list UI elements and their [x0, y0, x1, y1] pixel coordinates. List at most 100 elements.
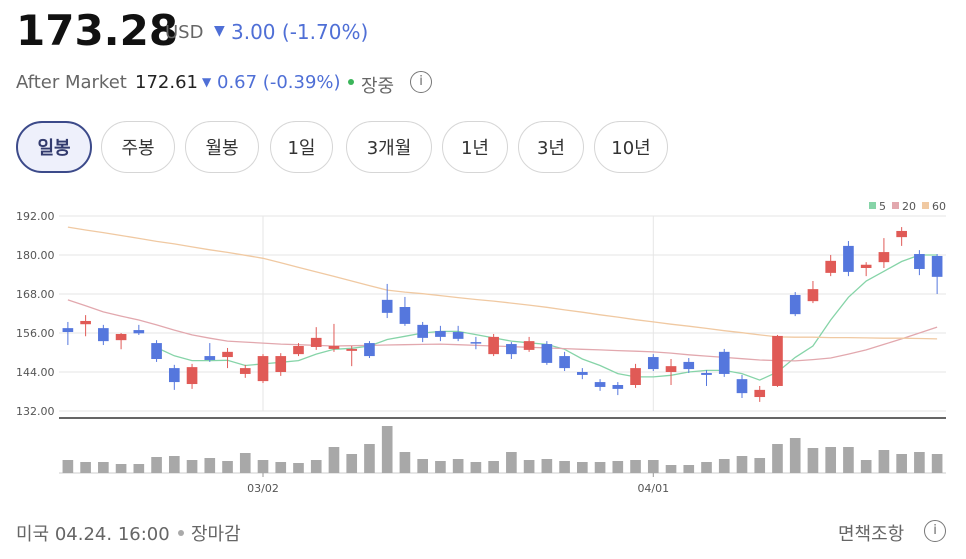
volume-bar: [630, 460, 641, 473]
legend-swatch: [869, 202, 876, 209]
volume-bar: [204, 458, 216, 473]
volume-bar: [470, 462, 482, 473]
volume-bar: [417, 459, 428, 473]
currency: USD: [165, 22, 204, 43]
candle-body: [222, 351, 233, 358]
candle-body: [452, 332, 464, 339]
candle-body: [860, 264, 872, 268]
candle-body: [293, 346, 304, 355]
candle-body: [772, 335, 783, 386]
volume-bar: [506, 452, 517, 473]
candle-body: [843, 245, 854, 272]
volume-bar: [151, 457, 162, 473]
after-market-change: 0.67 (-0.39%): [217, 72, 341, 93]
candle-body: [346, 348, 358, 351]
period-tab[interactable]: 10년: [594, 121, 668, 173]
volume-bar: [364, 444, 375, 473]
period-tab[interactable]: 3년: [518, 121, 584, 173]
volume-bar: [878, 450, 890, 473]
volume-bar: [754, 458, 766, 473]
volume-bar: [239, 453, 251, 473]
volume-bar: [133, 464, 145, 473]
volume-bar: [257, 460, 269, 473]
candle-body: [488, 336, 499, 355]
candle-body: [115, 333, 127, 341]
candle-body: [186, 367, 198, 385]
volume-bar: [523, 460, 535, 473]
disclaimer[interactable]: 면책조항: [838, 524, 905, 545]
volume-bar: [488, 461, 499, 473]
volume-bar: [612, 461, 624, 473]
ma-line: [67, 226, 938, 340]
volume-bar: [346, 454, 358, 473]
volume-bar: [683, 465, 695, 473]
legend-label: 20: [902, 200, 916, 213]
volume-bar: [577, 462, 588, 473]
volume-bar: [452, 459, 464, 473]
candle-body: [630, 368, 641, 385]
after-market-label: After Market: [16, 72, 127, 93]
candle-body: [364, 343, 375, 357]
candle-body: [754, 389, 766, 398]
volume-bar: [701, 462, 712, 473]
candle-body: [275, 356, 287, 372]
candle-body: [541, 344, 553, 363]
volume-bar: [275, 462, 287, 473]
candle-body: [257, 356, 269, 382]
candle-body: [825, 260, 837, 273]
volume-bar: [328, 447, 340, 473]
period-tab[interactable]: 1일: [270, 121, 333, 173]
session: 장중: [361, 76, 395, 97]
volume-bar: [186, 460, 198, 473]
volume-bar: [825, 447, 837, 473]
candle-body: [470, 342, 482, 344]
candle-body: [381, 299, 393, 313]
ma-line: [67, 299, 938, 362]
legend-label: 60: [932, 200, 946, 213]
period-tab[interactable]: 주봉: [101, 121, 175, 173]
price: 173.28: [16, 6, 179, 55]
period-tab[interactable]: 3개월: [346, 121, 432, 173]
volume-bar: [736, 456, 748, 473]
y-tick-label: 180.00: [16, 249, 55, 262]
period-tab[interactable]: 1년: [442, 121, 508, 173]
volume-bar: [665, 465, 677, 473]
candle-body: [878, 252, 890, 263]
market-time: 미국 04.24. 16:00: [16, 524, 170, 545]
volume-bar: [718, 459, 730, 473]
candle-body: [594, 382, 606, 387]
y-tick-label: 156.00: [16, 327, 55, 340]
down-arrow: ▼: [202, 75, 212, 89]
period-tab[interactable]: 일봉: [16, 121, 92, 173]
candle-body: [789, 294, 801, 315]
volume-bar: [98, 462, 109, 473]
volume-bar: [293, 463, 304, 473]
candle-body: [736, 379, 748, 394]
candle-body: [239, 368, 251, 374]
candle-body: [577, 372, 588, 375]
candle-body: [718, 351, 730, 374]
volume-bar: [559, 461, 570, 473]
candle-body: [80, 320, 91, 325]
info-icon[interactable]: i: [924, 520, 946, 542]
y-tick-label: 192.00: [16, 210, 55, 223]
volume-bar: [860, 460, 872, 473]
candle-body: [931, 255, 943, 277]
period-tab[interactable]: 월봉: [185, 121, 259, 173]
candle-body: [417, 324, 428, 338]
candle-body: [665, 366, 677, 372]
y-tick-label: 168.00: [16, 288, 55, 301]
y-tick-label: 144.00: [16, 366, 55, 379]
candle-body: [328, 346, 340, 349]
candle-body: [204, 356, 216, 360]
x-tick-label: 04/01: [637, 482, 669, 495]
volume-bar: [168, 456, 180, 473]
candle-body: [914, 254, 925, 269]
candle-body: [807, 289, 819, 302]
volume-bar: [310, 460, 322, 473]
info-icon[interactable]: i: [410, 71, 432, 93]
volume-bar: [594, 462, 606, 473]
volume-bar: [647, 460, 659, 473]
volume-bar: [115, 464, 127, 473]
